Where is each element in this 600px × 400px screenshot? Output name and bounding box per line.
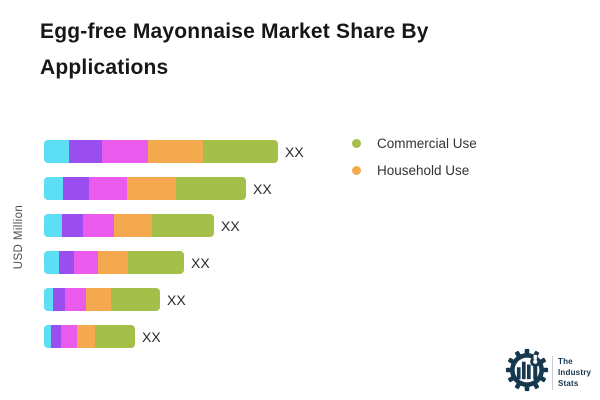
bar-stack — [44, 177, 246, 200]
bar-segment — [74, 251, 98, 274]
bar-row: XX — [44, 251, 304, 274]
bar-segment — [69, 140, 102, 163]
bar-segment — [44, 177, 63, 200]
bar-row: XX — [44, 140, 304, 163]
bar-segment — [53, 288, 65, 311]
bar-segment — [44, 214, 62, 237]
bar-segment — [95, 325, 135, 348]
bar-segment — [114, 214, 152, 237]
bar-segment — [127, 177, 176, 200]
legend-dot-household-use-icon — [352, 166, 361, 175]
bar-stack — [44, 140, 278, 163]
bar-segment — [98, 251, 128, 274]
bar-row: XX — [44, 288, 304, 311]
bar-segment — [111, 288, 160, 311]
bar-value-label: XX — [285, 143, 304, 160]
bar-segment — [89, 177, 127, 200]
bar-row: XX — [44, 177, 304, 200]
legend-dot-commercial-use-icon — [352, 139, 361, 148]
bar-stack — [44, 214, 214, 237]
bar-segment — [62, 214, 83, 237]
bar-segment — [152, 214, 214, 237]
chart-title: Egg-free Mayonnaise Market Share By Appl… — [40, 20, 429, 79]
legend-item-commercial-use: Commercial Use — [352, 130, 477, 157]
bar-segment — [59, 251, 74, 274]
bar-chart: XX XX XX XX XX XX — [44, 140, 304, 362]
bar-segment — [65, 288, 86, 311]
bar-segment — [44, 140, 69, 163]
bar-segment — [128, 251, 184, 274]
bar-segment — [44, 325, 51, 348]
bar-segment — [63, 177, 89, 200]
legend-item-household-use: Household Use — [352, 157, 477, 184]
bar-segment — [61, 325, 77, 348]
logo-line-1: The — [558, 357, 573, 366]
bar-segment — [44, 288, 53, 311]
logo-line-2: Industry — [558, 368, 592, 377]
logo-wordmark: The Industry Stats — [558, 356, 591, 389]
bar-value-label: XX — [142, 328, 161, 345]
bar-row: XX — [44, 214, 304, 237]
bar-value-label: XX — [221, 217, 240, 234]
bar-value-label: XX — [253, 180, 272, 197]
bar-segment — [176, 177, 246, 200]
bar-segment — [44, 251, 59, 274]
legend: Commercial Use Household Use — [352, 130, 477, 184]
bar-row: XX — [44, 325, 304, 348]
bar-segment — [86, 288, 111, 311]
y-axis-label: USD Million — [13, 204, 25, 270]
bar-segment — [83, 214, 114, 237]
bar-segment — [203, 140, 278, 163]
legend-label: Commercial Use — [377, 136, 477, 151]
bar-segment — [77, 325, 95, 348]
bar-stack — [44, 325, 135, 348]
bar-segment — [148, 140, 203, 163]
bar-segment — [102, 140, 148, 163]
legend-label: Household Use — [377, 163, 470, 178]
logo-the-industry-stats: The Industry Stats — [505, 348, 591, 397]
bar-stack — [44, 288, 160, 311]
bar-value-label: XX — [167, 291, 186, 308]
gear-wrench-icon — [505, 348, 549, 397]
bar-value-label: XX — [191, 254, 210, 271]
logo-divider — [552, 355, 553, 390]
logo-line-3: Stats — [558, 379, 579, 388]
bar-stack — [44, 251, 184, 274]
bar-segment — [51, 325, 61, 348]
